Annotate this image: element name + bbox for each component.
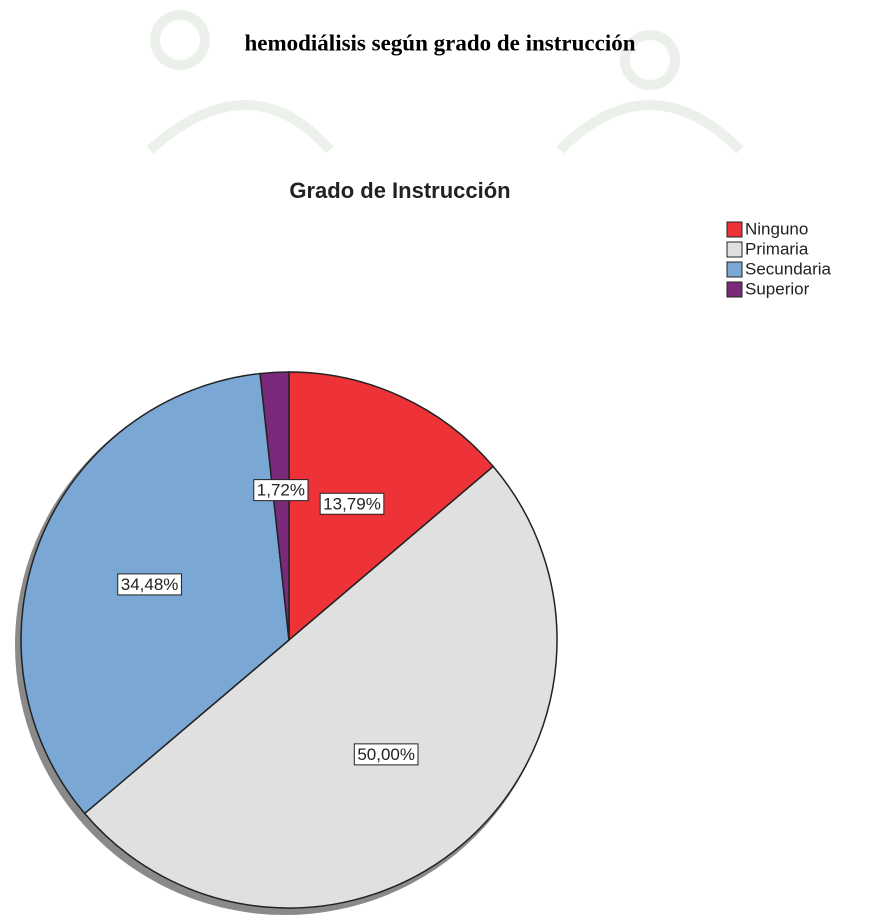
data-label-text: 13,79% bbox=[323, 494, 381, 513]
pie-slice bbox=[83, 465, 558, 909]
legend-swatch bbox=[726, 241, 743, 258]
legend-label: Primaria bbox=[745, 239, 809, 258]
pie-slice bbox=[259, 371, 290, 641]
legend-label: Ninguno bbox=[745, 219, 808, 238]
pie-slice bbox=[288, 371, 495, 642]
legend-swatch bbox=[726, 281, 743, 298]
data-label: 13,79% bbox=[319, 492, 385, 515]
data-label-box bbox=[117, 573, 182, 596]
legend-swatch bbox=[726, 221, 743, 238]
data-label-text: 34,48% bbox=[121, 575, 179, 594]
data-label: 1,72% bbox=[253, 479, 309, 502]
data-label-box bbox=[353, 743, 419, 766]
watermark bbox=[146, 10, 744, 154]
data-label-box bbox=[253, 479, 309, 502]
chart-title: Grado de Instrucción bbox=[289, 178, 510, 203]
data-label: 50,00% bbox=[353, 743, 419, 766]
legend-label: Secundaria bbox=[745, 259, 832, 278]
legend-swatch bbox=[726, 261, 743, 278]
heading: hemodiálisis según grado de instrucción bbox=[244, 30, 635, 55]
data-label-text: 1,72% bbox=[257, 481, 305, 500]
data-label: 34,48% bbox=[117, 573, 182, 596]
data-label-text: 50,00% bbox=[357, 745, 415, 764]
legend-label: Superior bbox=[745, 279, 810, 298]
data-label-box bbox=[319, 492, 385, 515]
